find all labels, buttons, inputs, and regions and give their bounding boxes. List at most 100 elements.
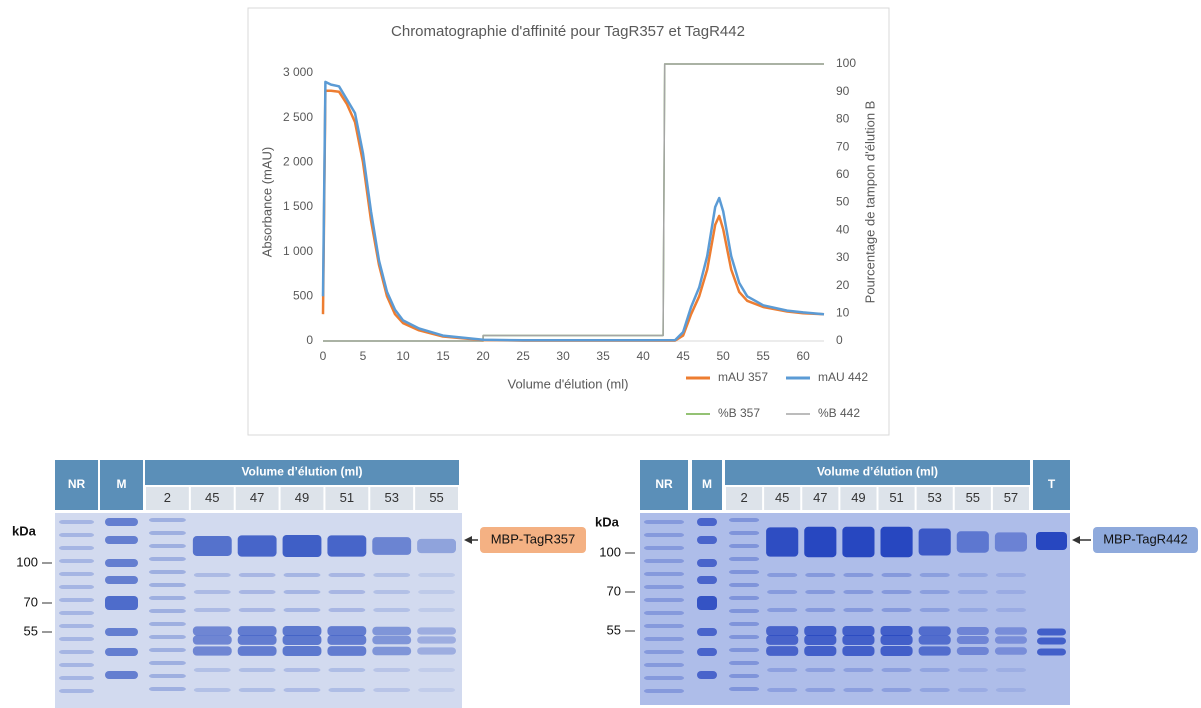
y2-tick-label: 80	[836, 112, 850, 126]
header-nr: NR	[68, 477, 86, 491]
header-m: M	[117, 477, 127, 491]
gel-band	[994, 532, 1027, 552]
x-tick-label: 10	[396, 349, 410, 363]
gel-band	[373, 608, 411, 612]
gel-band	[918, 528, 951, 556]
gel-band	[328, 590, 366, 594]
gel-band	[957, 608, 988, 612]
gel-band	[994, 636, 1027, 644]
gel-band	[327, 646, 367, 656]
gel-band	[729, 557, 760, 561]
series-line	[321, 80, 825, 342]
protein-label: MBP-TagR442	[1103, 531, 1188, 546]
y-tick-label: 500	[293, 288, 313, 302]
x-tick-label: 0	[320, 349, 327, 363]
lane-cell	[954, 487, 991, 510]
gel-band	[994, 627, 1027, 635]
gel-band	[644, 650, 684, 654]
y2-tick-label: 10	[836, 305, 850, 319]
gel-band	[918, 626, 951, 636]
header-nr: NR	[655, 477, 673, 491]
header-cell	[725, 460, 1030, 485]
gel-band	[644, 689, 684, 693]
gel-band	[766, 626, 799, 636]
gel-band	[417, 538, 456, 554]
gel-band	[373, 590, 411, 594]
y2-tick-label: 90	[836, 84, 850, 98]
gel-band	[804, 626, 837, 636]
gel-band	[697, 671, 717, 679]
header-cell	[640, 460, 688, 510]
gel-band	[59, 533, 94, 537]
gel-band	[1037, 648, 1066, 656]
gel-band	[805, 590, 836, 594]
gel-band	[59, 624, 94, 628]
gel-band	[957, 668, 988, 672]
gel-band	[149, 687, 186, 691]
lane-cell	[280, 487, 324, 510]
y2-tick-label: 30	[836, 250, 850, 264]
y-tick-label: 2 000	[283, 154, 313, 168]
gel-band	[238, 668, 276, 672]
lane-label: 51	[889, 490, 903, 505]
gel-band	[729, 596, 760, 600]
gel-band	[644, 520, 684, 524]
x-tick-label: 25	[516, 349, 530, 363]
gel-band	[283, 608, 321, 612]
header-cell	[1033, 460, 1070, 510]
gel-band	[283, 688, 321, 692]
lane-cell	[840, 487, 877, 510]
gel-band	[372, 646, 412, 656]
x-tick-label: 15	[436, 349, 450, 363]
gel-band	[372, 635, 412, 645]
gel-band	[697, 596, 717, 610]
gel-band	[697, 628, 717, 636]
kda-marker: 70	[607, 583, 621, 598]
gel-band	[149, 583, 186, 587]
gel-band	[842, 646, 875, 656]
gel-band	[238, 590, 276, 594]
gel-band	[956, 531, 989, 553]
gel-band	[328, 688, 366, 692]
gel-band	[59, 650, 94, 654]
lane-label: 45	[205, 490, 219, 505]
gel-band	[918, 646, 951, 656]
series-line	[323, 63, 824, 342]
lane-label: 49	[851, 490, 865, 505]
gel-band	[417, 636, 456, 644]
gel-band	[149, 674, 186, 678]
y2-tick-label: 70	[836, 139, 850, 153]
chart-frame	[247, 7, 890, 436]
gel-band	[767, 608, 798, 612]
gel-band	[149, 518, 186, 522]
lane-label: 49	[295, 490, 309, 505]
gel-band	[418, 590, 455, 594]
legend-label: %B 442	[818, 406, 860, 420]
gel-band	[729, 544, 760, 548]
gel-band	[767, 688, 798, 692]
lane-cell	[325, 487, 369, 510]
gel-band	[328, 608, 366, 612]
gel-band	[59, 676, 94, 680]
gel-band	[881, 688, 912, 692]
gel-band	[805, 688, 836, 692]
x-tick-label: 50	[716, 349, 730, 363]
gel-band	[373, 573, 411, 577]
arrow-head	[464, 536, 472, 544]
gel-band	[327, 535, 367, 557]
gel-band	[729, 648, 760, 652]
gel-band	[417, 627, 456, 635]
gel-band	[192, 646, 232, 656]
gel-band	[149, 570, 186, 574]
y-tick-label: 1 500	[283, 199, 313, 213]
gel-band	[283, 590, 321, 594]
x-axis-label: Volume d'élution (ml)	[508, 376, 629, 391]
lane-label: 57	[1004, 490, 1018, 505]
gel-band	[149, 648, 186, 652]
gel-band	[59, 663, 94, 667]
lane-cell	[992, 487, 1029, 510]
gel-band	[59, 559, 94, 563]
y2-tick-label: 0	[836, 333, 843, 347]
gel-band	[644, 585, 684, 589]
legend-label: mAU 442	[818, 370, 868, 384]
